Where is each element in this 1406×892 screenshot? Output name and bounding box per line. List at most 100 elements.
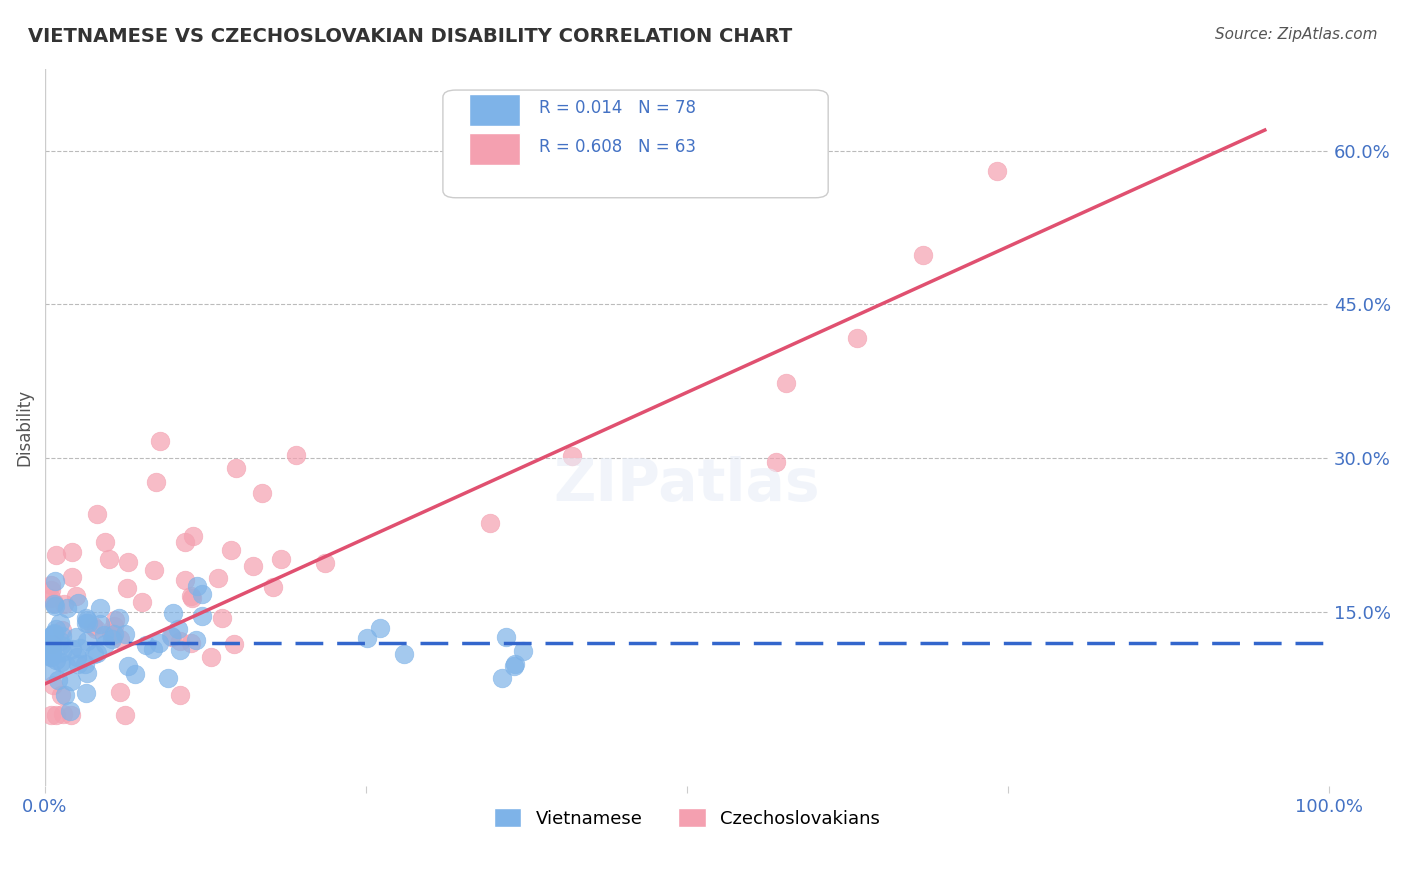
Point <box>45 622 67 636</box>
Point <box>69 640 91 655</box>
Point <box>39 665 62 680</box>
Point <box>39 641 62 656</box>
Point <box>392 648 415 662</box>
Point <box>180 589 202 603</box>
Text: ZIPatlas: ZIPatlas <box>554 457 820 514</box>
Point <box>52 597 75 611</box>
Point <box>86 507 108 521</box>
Point <box>41 637 63 651</box>
Point <box>114 626 136 640</box>
Point <box>124 666 146 681</box>
Point <box>39 649 62 664</box>
Bar <box>468 133 520 165</box>
Point <box>145 475 167 490</box>
Point <box>49 655 72 669</box>
Point <box>356 631 378 645</box>
Point <box>775 376 797 390</box>
Point <box>51 645 73 659</box>
Point <box>108 611 131 625</box>
Point <box>60 707 83 722</box>
Point <box>131 595 153 609</box>
Point <box>75 611 97 625</box>
Point <box>314 556 336 570</box>
Point <box>39 645 62 659</box>
Point <box>39 629 62 643</box>
Point <box>101 630 124 644</box>
Point <box>41 644 63 658</box>
Point <box>160 629 183 643</box>
Point <box>169 643 191 657</box>
Point <box>103 627 125 641</box>
Point <box>157 672 180 686</box>
Point <box>44 653 66 667</box>
Text: R = 0.014   N = 78: R = 0.014 N = 78 <box>540 99 696 117</box>
Point <box>224 637 246 651</box>
Point <box>169 634 191 648</box>
Point <box>167 622 190 636</box>
Point <box>503 657 526 671</box>
Text: Source: ZipAtlas.com: Source: ZipAtlas.com <box>1215 27 1378 42</box>
Point <box>191 609 214 624</box>
Point <box>41 641 63 656</box>
Point <box>93 637 115 651</box>
Y-axis label: Disability: Disability <box>15 389 32 466</box>
Point <box>42 628 65 642</box>
Point <box>49 615 72 630</box>
Point <box>225 460 247 475</box>
Point <box>60 569 83 583</box>
Point <box>169 689 191 703</box>
Point <box>65 630 87 644</box>
Point <box>76 613 98 627</box>
Point <box>242 559 264 574</box>
Point <box>65 590 87 604</box>
Point <box>101 632 124 646</box>
Point <box>495 630 517 644</box>
Point <box>53 688 76 702</box>
Point <box>41 648 63 663</box>
Point <box>59 674 82 689</box>
Point <box>52 706 75 721</box>
Point <box>148 636 170 650</box>
Point <box>45 707 67 722</box>
Point <box>89 601 111 615</box>
Point <box>83 647 105 661</box>
Point <box>765 455 787 469</box>
Point <box>75 685 97 699</box>
Point <box>82 618 104 632</box>
Point <box>986 164 1008 178</box>
Point <box>39 639 62 653</box>
Point <box>270 551 292 566</box>
Point <box>100 625 122 640</box>
Point <box>89 616 111 631</box>
Point <box>39 577 62 591</box>
Point <box>93 534 115 549</box>
Point <box>39 637 62 651</box>
Point <box>103 619 125 633</box>
Point <box>503 658 526 673</box>
Point <box>77 616 100 631</box>
Point <box>39 591 62 605</box>
Point <box>66 649 89 664</box>
Point <box>44 597 66 611</box>
Point <box>75 657 97 672</box>
Point <box>104 613 127 627</box>
Text: VIETNAMESE VS CZECHOSLOVAKIAN DISABILITY CORRELATION CHART: VIETNAMESE VS CZECHOSLOVAKIAN DISABILITY… <box>28 27 793 45</box>
Point <box>142 563 165 577</box>
FancyBboxPatch shape <box>443 90 828 198</box>
Point <box>44 599 66 613</box>
Point <box>59 704 82 718</box>
Bar <box>468 94 520 126</box>
Point <box>368 621 391 635</box>
Point <box>191 587 214 601</box>
Point <box>39 635 62 649</box>
Point <box>285 448 308 462</box>
Point <box>76 666 98 681</box>
Point <box>512 644 534 658</box>
Point <box>67 596 90 610</box>
Point <box>186 579 208 593</box>
Point <box>250 485 273 500</box>
Point <box>66 657 89 671</box>
Point <box>84 622 107 636</box>
Point <box>115 581 138 595</box>
Point <box>114 707 136 722</box>
